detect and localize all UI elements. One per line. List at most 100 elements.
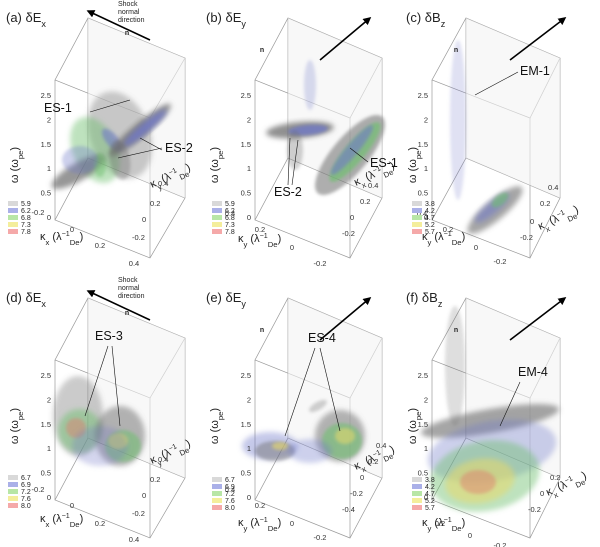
z-tick: 0 [47,213,51,222]
side-axis-label: κy (λ−1De) [148,161,194,194]
side-tick: -0.2 [528,505,541,514]
front-tick: 0.2 [255,501,265,510]
legend-value: 4.7 [425,215,435,222]
panel-tag: (a) [6,10,26,25]
shock-normal-arrow [509,297,567,341]
side-tick: 0.4 [548,183,558,192]
legend-swatch [8,215,18,220]
legend-value: 3.8 [425,477,435,484]
front-tick: 0.4 [225,209,235,218]
front-tick: 0.4 [129,259,139,268]
legend-swatch [212,208,222,213]
annotation-leader [111,345,121,427]
cloud-blue [304,60,316,110]
colour-legend: 5.96.26.87.37.8 [212,201,235,236]
z-tick: 2 [424,395,428,404]
legend-swatch [412,201,422,206]
front-axis-label: κy (λ−1De) [422,230,465,247]
front-tick: 0.4 [225,485,235,494]
cloud-blue [330,125,374,175]
front-tick: 0.2 [443,225,453,234]
cloud-grey [309,399,327,413]
z-tick: 2.5 [41,91,51,100]
mode-annotation: ES-1 [44,101,72,115]
panel-title: (e) δEy [206,290,246,309]
z-tick: 1 [47,444,51,453]
front-tick: 0.2 [255,225,265,234]
front-tick: 0 [70,501,74,510]
legend-value: 5.7 [425,505,435,512]
z-tick: 1 [424,444,428,453]
cloud-red [460,470,496,494]
legend-value: 7.6 [225,498,235,505]
panel-tag: (d) [6,290,26,305]
n-label: n [454,47,458,54]
front-tick: -0.2 [32,485,45,494]
legend-swatch [8,208,18,213]
legend-value: 6.8 [21,215,31,222]
spectrum-cloud [51,91,171,189]
side-tick: 0 [540,489,544,498]
annotation-leader [499,381,521,427]
component-label: δE [26,10,42,25]
legend-swatch [412,215,422,220]
legend-value: 7.2 [21,489,31,496]
z-tick: 1.5 [418,140,428,149]
side-axis-label: κx (λ−1De) [352,443,398,476]
shock-normal-arrow [319,296,372,341]
legend-swatch [8,489,18,494]
legend-swatch [212,201,222,206]
front-axis-label: κy (λ−1De) [422,516,465,533]
axes-box [431,17,561,259]
shock-normal-label: Shock [118,1,138,8]
side-tick: 0.2 [360,197,370,206]
z-tick: 0 [424,213,428,222]
front-tick: 0.4 [129,535,139,544]
side-tick: -0.2 [520,233,533,242]
legend-swatch [8,496,18,501]
side-tick: 0.4 [368,181,378,190]
colour-legend: 3.84.24.75.25.7 [412,201,435,236]
front-tick: -0.2 [314,259,327,268]
legend-swatch [412,484,422,489]
legend-value: 6.7 [225,477,235,484]
legend-value: 6.7 [21,475,31,482]
annotation-leader [284,347,316,437]
z-axis-label: ω (ωpe) [9,408,25,444]
front-tick: 0.2 [95,519,105,528]
legend-swatch [212,498,222,503]
cloud-yellow [335,428,355,444]
mode-annotation: ES-3 [95,329,123,343]
component-label: δE [226,290,242,305]
front-tick: -0.2 [494,257,507,266]
z-tick: 2.5 [241,91,251,100]
annotation-leader [319,347,341,432]
side-tick: -0.2 [350,489,363,498]
annotation-leader [474,71,519,96]
shock-normal-label: normal [118,285,140,292]
side-tick: 0 [360,473,364,482]
panel-f: (f) δBz n 2.5 2 1.5 1 0.5 0 ω (ωpe) 0.2 0 -0.2 κy (λ… [406,290,588,547]
n-label: n [454,327,458,334]
legend-value: 7.6 [21,496,31,503]
legend-swatch [8,482,18,487]
z-tick: 2 [47,395,51,404]
cloud-grey [445,306,465,426]
legend-swatch [8,229,18,234]
side-tick: 0 [530,217,534,226]
n-label: n [125,310,129,317]
front-tick: -0.2 [494,541,507,547]
legend-swatch [212,477,222,482]
panel-title: (a) δEx [6,10,46,29]
legend-swatch [212,484,222,489]
side-tick: -0.4 [342,505,355,514]
cloud-blue [72,426,128,466]
legend-value: 4.2 [425,208,435,215]
side-tick: 0.2 [368,457,378,466]
z-tick: 1 [424,164,428,173]
z-tick: 1 [247,164,251,173]
legend-value: 7.8 [225,229,235,236]
front-tick: 0 [70,225,74,234]
front-axis-label: κy (λ−1De) [238,516,281,533]
z-axis-label: ω (ωpe) [209,147,225,183]
